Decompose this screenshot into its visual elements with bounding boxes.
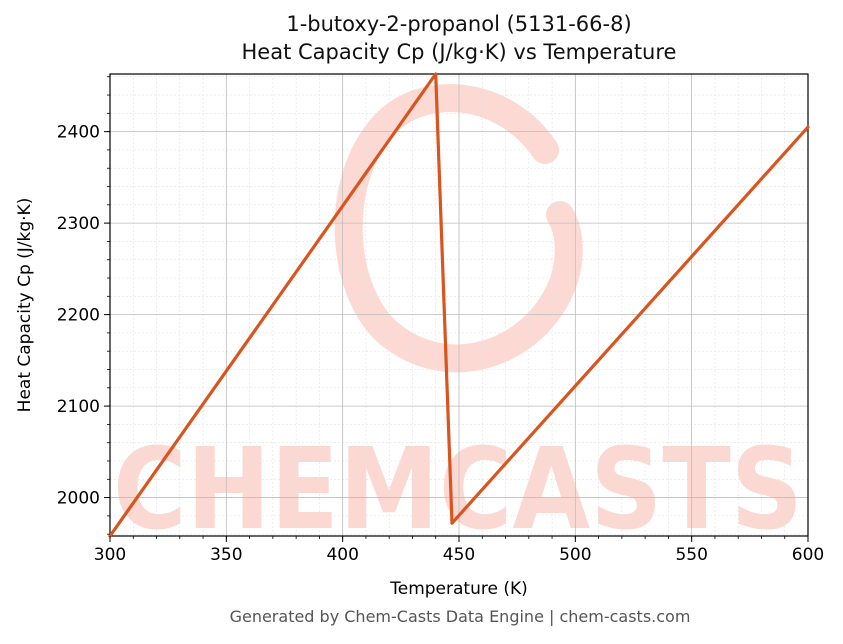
chart-title-line1: 1-butoxy-2-propanol (5131-66-8) bbox=[286, 12, 632, 36]
chart-title-line2: Heat Capacity Cp (J/kg·K) vs Temperature bbox=[241, 40, 677, 64]
x-tick-label: 500 bbox=[559, 545, 591, 565]
y-tick-label: 2100 bbox=[57, 397, 100, 417]
series-line bbox=[108, 72, 810, 538]
grid bbox=[109, 74, 809, 536]
x-tick-label: 350 bbox=[210, 545, 242, 565]
series-layer bbox=[108, 72, 810, 538]
watermark-text: CHEMCASTS bbox=[113, 425, 803, 555]
y-tick-label: 2300 bbox=[57, 214, 100, 234]
x-tick-label: 450 bbox=[443, 545, 475, 565]
y-axis-label: Heat Capacity Cp (J/kg·K) bbox=[15, 198, 35, 413]
y-tick-label: 2400 bbox=[57, 123, 100, 143]
y-tick-label: 2200 bbox=[57, 306, 100, 326]
chart-title: 1-butoxy-2-propanol (5131-66-8) Heat Cap… bbox=[110, 10, 808, 66]
x-tick-label: 400 bbox=[326, 545, 358, 565]
y-tick-label: 2000 bbox=[57, 489, 100, 509]
watermark: CHEMCASTS bbox=[113, 84, 803, 555]
footer-credit: Generated by Chem-Casts Data Engine | ch… bbox=[229, 607, 691, 626]
x-tick-label: 300 bbox=[94, 545, 126, 565]
x-tick-label: 600 bbox=[792, 545, 824, 565]
x-axis-label: Temperature (K) bbox=[389, 579, 528, 599]
axes: 300 350 400 450 500 550 600 2000 2100 2200 2300 240… bbox=[57, 76, 824, 565]
watermark-logo-ring bbox=[334, 84, 583, 373]
x-tick-label: 550 bbox=[675, 545, 707, 565]
